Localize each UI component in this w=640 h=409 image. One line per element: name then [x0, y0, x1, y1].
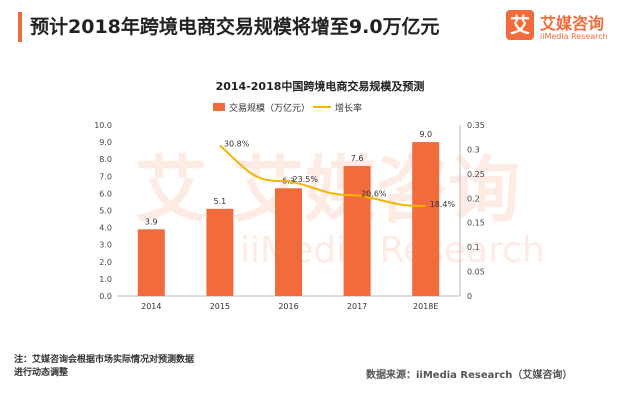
x-tick-label: 2014	[141, 302, 161, 311]
y2-tick-label: 0.1	[467, 243, 480, 252]
logo-mark: 艾	[506, 10, 534, 40]
x-tick-label: 2016	[278, 302, 298, 311]
watermark-cn: 艾 艾媒咨询	[135, 148, 520, 232]
footnote: 注：艾媒咨询会根据市场实际情况对预测数据 进行动态调整	[14, 354, 194, 380]
bar-data-label: 3.9	[145, 217, 158, 226]
x-tick-label: 2017	[347, 302, 367, 311]
chart-title: 2014-2018中国跨境电商交易规模及预测	[215, 80, 425, 93]
line-data-label: 23.5%	[293, 175, 319, 184]
bar	[275, 188, 302, 296]
bar-data-label: 5.1	[214, 197, 227, 206]
source: 数据来源：iiMedia Research（艾媒咨询）	[366, 370, 573, 381]
y-tick-label: 7.0	[99, 172, 112, 181]
growth-rate-line	[219, 144, 426, 208]
y-tick-label: 0.0	[99, 292, 112, 301]
bar	[206, 208, 234, 296]
line-data-label: 30.8%	[224, 140, 250, 149]
bar-data-label: 9.0	[419, 130, 432, 139]
y2-tick-label: 0.3	[467, 145, 480, 154]
logo-en: iiMedia Research	[540, 32, 608, 41]
y-tick-label: 8.0	[99, 155, 112, 164]
x-tick-label: 2018E	[413, 302, 438, 311]
bar-data-label: 7.6	[351, 154, 364, 163]
x-tick-label: 2015	[210, 302, 230, 311]
title-accent-bar	[18, 12, 22, 42]
note-line-1: 注：艾媒咨询会根据市场实际情况对预测数据	[14, 355, 195, 365]
bar	[412, 142, 440, 296]
y-tick-label: 1.0	[99, 275, 112, 284]
y-tick-label: 10.0	[94, 121, 112, 130]
y-tick-label: 4.0	[99, 224, 112, 233]
legend-line-label: 增长率	[335, 102, 362, 114]
y2-tick-label: 0.25	[467, 170, 485, 179]
bar	[343, 166, 371, 296]
line-data-label: 20.6%	[361, 189, 387, 198]
y2-tick-label: 0.15	[467, 219, 485, 228]
y2-tick-label: 0	[467, 292, 472, 301]
y-tick-label: 2.0	[99, 258, 112, 267]
y-tick-label: 9.0	[99, 138, 112, 147]
note-line-2: 进行动态调整	[14, 368, 69, 378]
y2-tick-label: 0.2	[467, 194, 480, 203]
logo: 艾 艾媒咨询 iiMedia Research	[506, 10, 636, 46]
legend-bar-swatch	[213, 103, 225, 111]
page-title: 预计2018年跨境电商交易规模将增至9.0万亿元	[30, 16, 440, 38]
y2-tick-label: 0.35	[467, 121, 485, 130]
bar	[137, 229, 165, 296]
line-data-label: 18.4%	[430, 200, 456, 209]
legend-bar-label: 交易规模（万亿元）	[229, 102, 310, 114]
y2-tick-label: 0.05	[467, 268, 485, 277]
y-tick-label: 6.0	[99, 189, 112, 198]
logo-name: 艾媒咨询	[540, 14, 605, 33]
y-tick-label: 5.0	[99, 207, 112, 216]
y-tick-label: 3.0	[99, 241, 112, 250]
